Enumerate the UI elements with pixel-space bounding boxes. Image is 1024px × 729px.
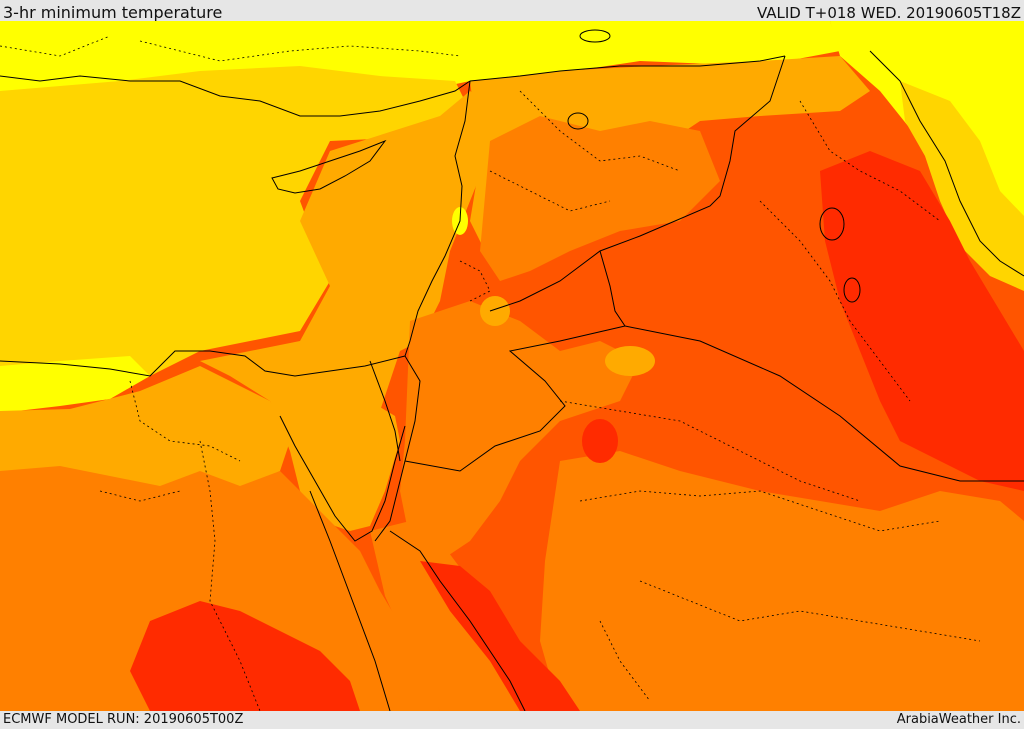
field-mediterranean-yellow [0,356,150,413]
jordan-iraq-border [599,250,626,327]
footer-bar [0,711,1024,729]
field-egypt-south-red [130,601,360,711]
mediterranean-north-coast [0,75,471,117]
turkey-coast-east [869,50,1024,277]
internal-boundaries [0,35,981,711]
field-iraq-red [820,151,1024,491]
field-egypt-amber [0,366,290,491]
temperature-map [0,21,1024,711]
header-bar [0,0,1024,21]
field-blob-orange-1 [635,511,705,551]
credit-label: ArabiaWeather Inc. [896,712,1021,727]
syria-province-lines [519,90,681,172]
lake-2 [843,277,861,303]
egypt-province-lines-2 [199,440,261,711]
saudi-province-lines [559,400,861,502]
gulf-of-suez-coast [279,415,406,542]
field-blob-amber-1 [605,346,655,376]
field-syria-orange [480,116,720,281]
iraq-province-lines [799,100,941,222]
lakes [567,29,861,303]
egypt-israel-border [369,360,401,462]
borders [369,55,1024,482]
field-egypt-orange [0,466,440,711]
model-run-label: ECMWF MODEL RUN: 20190605T00Z [3,712,244,727]
egypt-province-lines-3 [99,490,181,502]
turkey-province-lines-2 [0,35,111,57]
lake-3 [567,112,589,130]
jordan-saudi-border [404,325,626,472]
lake-1 [819,207,845,241]
field-jordan-orange [400,301,640,561]
syria-turkey-border [469,55,786,82]
redsea-west-coast [309,490,391,711]
field-redsea-orange [370,521,530,711]
lake-4 [579,29,611,43]
syria-province-lines-2 [489,170,611,212]
turkey-province-lines [139,40,461,62]
field-blob-amber-2 [480,296,510,326]
field-redsea-red [420,561,580,711]
gulf-of-aqaba-coast [374,355,421,542]
field-blob-red-1 [582,419,618,463]
egypt-med-coast [0,350,406,377]
saudi-iraq-border [624,325,1024,482]
levant-internal-lines [459,260,491,302]
field-blob-orange-2 [725,566,755,606]
map-title: 3-hr minimum temperature [3,3,223,22]
redsea-east-coast [389,530,526,711]
levant-coast [404,80,471,357]
field-sinai-amber [300,376,400,531]
field-levant-amber [200,91,500,531]
saudi-province-lines-3 [639,580,981,642]
coastlines [0,50,1024,711]
valid-time: VALID T+018 WED. 20190605T18Z [756,4,1021,22]
iraq-syria-border [489,55,786,312]
cyprus-coast [271,139,387,194]
field-mediterranean-gold [0,66,470,386]
field-ne-gold [900,81,1024,291]
saudi-province-lines-2 [579,490,941,532]
